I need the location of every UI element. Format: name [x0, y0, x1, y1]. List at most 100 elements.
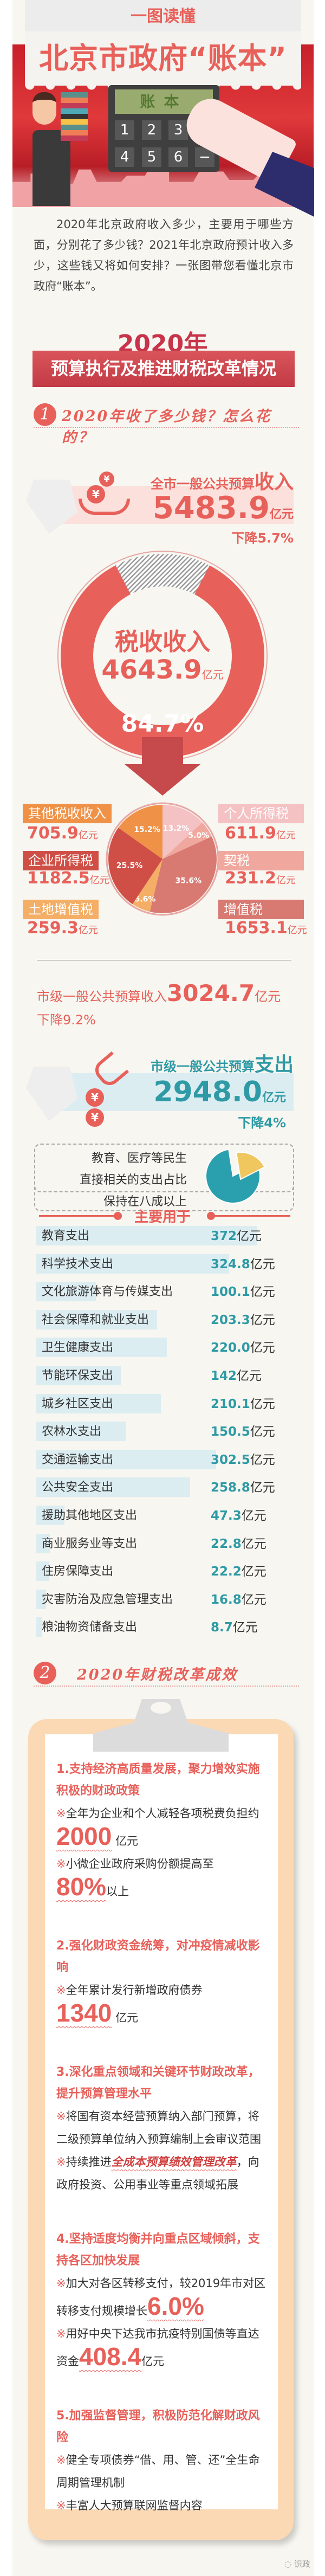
pie-label-deed: 契税 [218, 851, 304, 870]
income-unit: 亿元 [269, 508, 294, 521]
section-title: 2020年财税改革成效 [77, 1667, 238, 1683]
expense-bar [36, 1617, 42, 1637]
page-title: 北京市政府“账本” [25, 31, 301, 86]
pie-value-deed: 231.2亿元 [225, 869, 296, 888]
pie-slice-livelihood [205, 1148, 261, 1204]
unit: 亿元 [241, 1509, 266, 1523]
city-income: 市级一般公共预算收入3024.7亿元 [37, 980, 281, 1006]
expense-bar [36, 1422, 126, 1442]
expense-row: 文化旅游体育与传媒支出 100.1亿元 [36, 1282, 291, 1302]
value: 231.2 [225, 869, 276, 888]
unit: 亿元 [250, 1452, 275, 1467]
expense-bar [36, 1477, 190, 1497]
expense-label-em: 支出 [254, 1054, 294, 1076]
expense-label: 文化旅游体育与传媒支出 [42, 1285, 173, 1299]
income-label-text: 全市一般公共预算 [150, 476, 255, 492]
section-2-heading: 2 2020年财税改革成效 [34, 1660, 299, 1687]
expense-bar [36, 1449, 216, 1469]
pie-value-corp: 1182.5亿元 [27, 869, 109, 888]
section-title: 2020年收了多少钱？怎么花的？ [62, 408, 272, 446]
expense-unit: 亿元 [262, 1091, 286, 1105]
title-line-left [39, 1215, 116, 1217]
expense-value: 142亿元 [211, 1366, 262, 1386]
value: 220.0 [211, 1341, 250, 1355]
reform-point: ※丰富人大预算联网监督内容 [56, 2494, 268, 2517]
livelihood-pie [205, 1148, 265, 1204]
expense-bar [36, 1338, 167, 1358]
expense-value: 150.5亿元 [211, 1422, 275, 1442]
income-number: 5483.9 [152, 490, 270, 526]
expense-label: 交通运输支出 [42, 1452, 114, 1467]
value: 1653.1 [225, 919, 288, 938]
reform-title-5: 5.加强监督管理，积极防范化解财政风险 [56, 2409, 260, 2444]
expense-label: 灾害防治及应急管理支出 [42, 1592, 173, 1606]
expense-label-text: 市级一般公共预算 [150, 1059, 255, 1074]
pie-slice-label: 15.2% [134, 825, 160, 834]
expense-row: 节能环保支出 142亿元 [36, 1366, 291, 1386]
section-number: 2 [34, 1662, 56, 1684]
value: 611.9 [225, 824, 276, 843]
value: 150.5 [211, 1425, 250, 1439]
value: 324.8 [211, 1257, 250, 1271]
text: 丰富人大预算联网监督内容 [66, 2499, 203, 2512]
text: 健全专项债券“借、用、管、还”全生命周期管理机制 [56, 2454, 260, 2489]
pie-slice-label: 5.0% [188, 831, 209, 840]
text: 全年为企业和个人减轻各项税费负担约 [66, 1807, 259, 1820]
expense-bar [36, 1366, 121, 1385]
expense-label: 商业服务业等支出 [42, 1536, 138, 1551]
expense-bar [36, 1226, 257, 1245]
tax-share-donut [57, 551, 268, 796]
bullet: ※ [56, 2327, 66, 2340]
value: 22.8 [211, 1536, 242, 1551]
expense-value: 100.1亿元 [211, 1282, 275, 1302]
expense-value: 220.0亿元 [211, 1338, 275, 1358]
value: 302.5 [211, 1452, 250, 1467]
section-1-heading: 1 2020年收了多少钱？怎么花的？ [34, 401, 299, 446]
expense-value: 2948.0亿元 [153, 1076, 286, 1108]
unit: 亿元 [237, 1369, 262, 1383]
city-income-unit: 亿元 [255, 989, 281, 1004]
tax-unit: 亿元 [202, 668, 224, 681]
reform-list: 1.支持经济高质量发展，聚力增效实施积极的财政政策 ※ 全年为企业和个人减轻各项税… [56, 1759, 268, 2517]
highlight-phrase: 全成本预算绩效管理改革 [111, 2155, 237, 2168]
text: 亿元 [112, 2011, 139, 2024]
value: 47.3 [211, 1509, 242, 1523]
pie-value-personal: 611.9亿元 [225, 824, 296, 843]
kicker: 一图读懂 [25, 0, 301, 31]
unit: 亿元 [241, 1536, 266, 1551]
section-ribbon: 预算执行及推进财税改革情况 [32, 351, 295, 387]
calc-key: 1 [115, 120, 134, 140]
pie-label-vat: 增值税 [218, 900, 304, 919]
pie-label-personal: 个人所得税 [218, 804, 304, 823]
reform-title-1: 1.支持经济高质量发展，聚力增效实施积极的财政政策 [56, 1762, 260, 1798]
pie-label-other: 其他税收收入 [23, 804, 112, 823]
reform-point: ※健全专项债券“借、用、管、还”全生命周期管理机制 [56, 2449, 268, 2494]
unit: 亿元 [241, 1565, 266, 1579]
accountant-figure [32, 130, 70, 206]
expense-label: 农林水支出 [42, 1425, 102, 1439]
expense-change: 下降4% [238, 1115, 286, 1131]
text: 加大对各区转移支付，较2019年市对区转移支付规模增长 [56, 2277, 266, 2317]
expense-bar [36, 1533, 50, 1553]
expense-value: 372亿元 [211, 1226, 262, 1247]
line: 教育、医疗等民生 [91, 1152, 187, 1165]
bullet: ※ [56, 2155, 66, 2168]
value: 1182.5 [27, 869, 90, 888]
wechat-icon: ◌ [284, 2559, 294, 2569]
unit: 亿元 [250, 1425, 275, 1439]
livelihood-text: 教育、医疗等民生 直接相关的支出占比 保持在八成以上 [54, 1148, 187, 1213]
calc-key: 6 [168, 147, 188, 167]
bullet: ※ [56, 2499, 66, 2512]
text: 亿元 [112, 1835, 139, 1848]
pie-slice [108, 828, 162, 905]
unit: 亿元 [250, 1257, 275, 1271]
watermark: ◌ 识政 [284, 2558, 310, 2569]
yuan-coin-icon: ¥ [99, 472, 114, 487]
pie-value-land: 259.3亿元 [27, 919, 98, 938]
expense-row: 公共安全支出 258.8亿元 [36, 1477, 291, 1498]
expense-row: 卫生健康支出 220.0亿元 [36, 1338, 291, 1358]
pie-label-land: 土地增值税 [23, 900, 99, 919]
calc-key: 4 [115, 147, 134, 167]
expense-label: 市级一般公共预算支出 [151, 1049, 294, 1077]
value: 22.2 [211, 1565, 242, 1579]
